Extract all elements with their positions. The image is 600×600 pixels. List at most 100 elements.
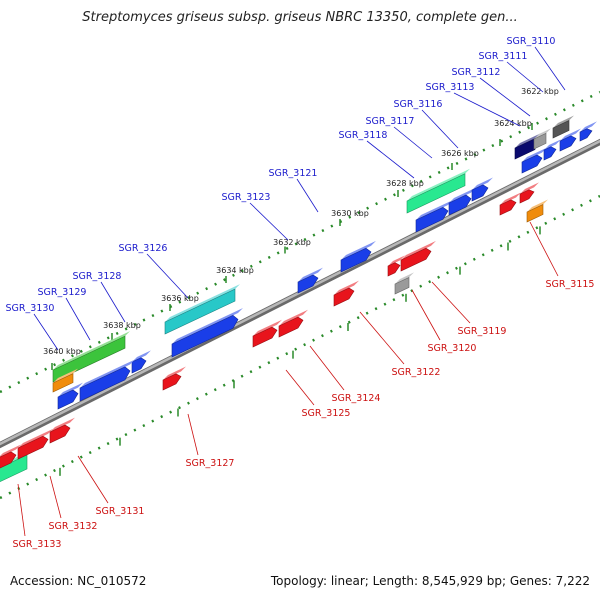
- forward-gene-arrow[interactable]: [340, 240, 376, 273]
- forward-gene-label[interactable]: SGR_3112: [452, 67, 501, 78]
- forward-gene-arrow-top-face: [341, 240, 376, 260]
- reverse-gene-label[interactable]: SGR_3125: [302, 408, 351, 419]
- forward-gene-arrow[interactable]: [543, 139, 561, 161]
- forward-gene-arrow-front-face: [543, 146, 557, 161]
- reverse-gene-label[interactable]: SGR_3115: [546, 279, 595, 290]
- forward-gene-label[interactable]: SGR_3126: [119, 243, 168, 254]
- reverse-gene-orange[interactable]: [526, 199, 548, 223]
- forward-gene-arrow[interactable]: [521, 147, 547, 174]
- reverse-gene-arrow-front-face: [252, 326, 278, 348]
- forward-gene-label[interactable]: SGR_3121: [269, 168, 318, 179]
- reverse-gene-arrow-top-face: [520, 182, 539, 194]
- forward-gene-label[interactable]: SGR_3111: [479, 51, 528, 62]
- forward-gene-grey[interactable]: [533, 128, 551, 150]
- reverse-gene-grey-top-face: [395, 272, 414, 284]
- scale-label-kbp: 3632 kbp: [273, 238, 311, 247]
- scale-label-kbp: 3634 kbp: [216, 266, 254, 275]
- cyan-feature-bar-top-face: [165, 284, 240, 322]
- summary-label: Topology: linear; Length: 8,545,929 bp; …: [270, 574, 590, 588]
- forward-gene-arrow[interactable]: [57, 382, 83, 410]
- reverse-gene-arrow[interactable]: [0, 444, 21, 469]
- reverse-gene-arrow[interactable]: [252, 319, 282, 348]
- spring-green-feature-bar[interactable]: [406, 168, 470, 214]
- forward-gene-arrow-top-face: [132, 350, 151, 362]
- reverse-gene-arrow[interactable]: [333, 280, 359, 307]
- forward-gene-label[interactable]: SGR_3117: [366, 116, 415, 127]
- forward-gene-label[interactable]: SGR_3128: [73, 271, 122, 282]
- forward-gene-arrow[interactable]: [415, 199, 453, 233]
- forward-gene-orange[interactable]: [52, 368, 78, 393]
- reverse-gene-arrow[interactable]: [387, 255, 405, 277]
- reverse-gene-arrow-front-face: [278, 316, 304, 338]
- forward-gene-arrow[interactable]: [579, 121, 597, 142]
- reverse-gene-label[interactable]: SGR_3120: [428, 343, 477, 354]
- reverse-gene-leader-line: [17, 483, 26, 537]
- green-feature-bar-front-face: [52, 335, 126, 383]
- reverse-gene-arrow[interactable]: [17, 428, 53, 460]
- scale-label-kbp: 3626 kbp: [441, 149, 479, 158]
- forward-gene-arrow-front-face: [415, 206, 449, 233]
- map-title: Streptomyces griseus subsp. griseus NBRC…: [82, 10, 518, 25]
- forward-gene-arrow-front-face: [297, 274, 319, 294]
- green-feature-bar[interactable]: [52, 331, 130, 383]
- reverse-gene-leader-line: [431, 281, 471, 324]
- scale-label-kbp: 3628 kbp: [386, 179, 424, 188]
- reverse-gene-arrow-front-face: [387, 262, 401, 277]
- reverse-gene-arrow[interactable]: [499, 192, 521, 216]
- spring-green-feature-bar-front-face: [406, 173, 466, 214]
- forward-gene-arrow[interactable]: [559, 128, 581, 152]
- forward-gene-label[interactable]: SGR_3113: [426, 82, 475, 93]
- reverse-gene-arrow-front-face: [49, 424, 71, 444]
- reverse-gene-arrow[interactable]: [519, 182, 539, 204]
- reverse-gene-grey[interactable]: [394, 272, 414, 295]
- reverse-gene-label[interactable]: SGR_3122: [392, 367, 441, 378]
- reverse-gene-leader-line: [49, 475, 62, 519]
- reverse-gene-leader-line: [411, 289, 441, 341]
- reverse-gene-label[interactable]: SGR_3131: [96, 506, 145, 517]
- forward-gene-arrow[interactable]: [131, 350, 151, 374]
- reverse-gene-arrow[interactable]: [400, 240, 436, 272]
- reverse-gene-label[interactable]: SGR_3124: [332, 393, 381, 404]
- reverse-gene-label[interactable]: SGR_3133: [13, 539, 62, 550]
- forward-gene-label[interactable]: SGR_3123: [222, 192, 271, 203]
- reverse-gene-label[interactable]: SGR_3132: [49, 521, 98, 532]
- forward-gene-arrow[interactable]: [297, 267, 323, 294]
- forward-gene-arrow[interactable]: [79, 359, 135, 402]
- forward-gene-grey-front-face: [533, 132, 547, 150]
- forward-gene-navy[interactable]: [514, 133, 540, 160]
- reverse-gene-arrow[interactable]: [278, 309, 308, 338]
- forward-gene-arrow[interactable]: [471, 177, 493, 202]
- spring-green-feature-left-front-face: [0, 454, 28, 482]
- forward-gene-arrow-top-face: [58, 382, 83, 397]
- reverse-gene-arrow-top-face: [253, 319, 282, 336]
- forward-gene-arrow-front-face: [579, 128, 593, 142]
- forward-gene-orange-top-face: [53, 368, 78, 383]
- reverse-gene-arrow[interactable]: [162, 366, 186, 391]
- reverse-gene-grey-front-face: [394, 276, 410, 295]
- forward-gene-arrow[interactable]: [171, 307, 243, 358]
- forward-gene-label[interactable]: SGR_3116: [394, 99, 443, 110]
- forward-gene-arrow-top-face: [298, 267, 323, 282]
- forward-gene-leader-line: [146, 253, 189, 299]
- forward-gene-arrow-front-face: [131, 357, 147, 374]
- accession-label: Accession: NC_010572: [10, 574, 147, 588]
- forward-gene-label[interactable]: SGR_3129: [38, 287, 87, 298]
- forward-gene-label[interactable]: SGR_3118: [339, 130, 388, 141]
- cyan-feature-bar[interactable]: [164, 284, 240, 335]
- scale-label-kbp: 3622 kbp: [521, 87, 559, 96]
- reverse-gene-leader-line: [359, 311, 405, 365]
- reverse-gene-label[interactable]: SGR_3119: [458, 326, 507, 337]
- reverse-gene-label[interactable]: SGR_3127: [186, 458, 235, 469]
- reverse-gene-arrow-front-face: [333, 287, 355, 307]
- reverse-gene-arrow[interactable]: [49, 417, 75, 444]
- forward-gene-label[interactable]: SGR_3130: [6, 303, 55, 314]
- forward-gene-arrow-front-face: [340, 247, 372, 273]
- reverse-gene-arrow-top-face: [388, 255, 405, 266]
- forward-gene-label[interactable]: SGR_3110: [507, 36, 556, 47]
- forward-gene-darkgrey[interactable]: [552, 115, 574, 139]
- green-feature-bar-top-face: [53, 331, 130, 370]
- forward-gene-arrow[interactable]: [448, 187, 476, 216]
- reverse-gene-leader-line: [309, 345, 345, 391]
- forward-gene-grey-top-face: [534, 128, 551, 139]
- reverse-gene-arrow-top-face: [0, 444, 21, 458]
